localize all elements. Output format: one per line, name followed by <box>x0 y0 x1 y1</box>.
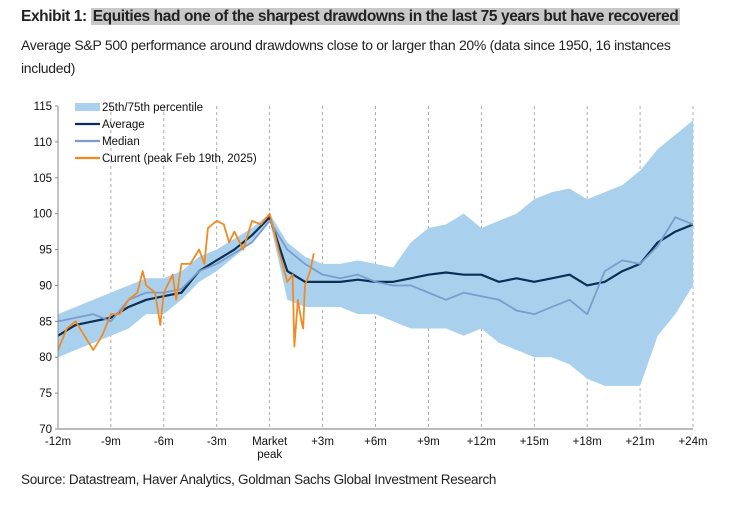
exhibit-label: Exhibit 1: <box>21 8 87 25</box>
y-tick-label: 115 <box>34 101 52 113</box>
y-tick-label: 105 <box>33 173 52 185</box>
chart-subtitle: Average S&P 500 performance around drawd… <box>21 37 671 76</box>
x-tick-label: +6m <box>364 436 387 448</box>
x-tick-label: -3m <box>207 436 227 448</box>
title-text: Equities had one of the sharpest drawdow… <box>90 8 681 25</box>
x-tick-label: -12m <box>45 436 71 448</box>
legend-label: Current (peak Feb 19th, 2025) <box>102 153 257 165</box>
y-tick-label: 90 <box>39 280 52 292</box>
x-tick-label: -6m <box>154 436 174 448</box>
x-tick-label: Market <box>252 436 288 448</box>
x-tick-label: +18m <box>573 436 602 448</box>
x-tick-label: -9m <box>101 436 121 448</box>
x-tick-label: +15m <box>520 436 549 448</box>
x-tick-label: +24m <box>678 436 707 448</box>
x-tick-label: +9m <box>417 436 440 448</box>
y-tick-label: 110 <box>34 137 52 149</box>
y-tick-label: 70 <box>39 424 52 436</box>
legend-label: Median <box>102 136 140 148</box>
y-tick-label: 75 <box>39 388 52 400</box>
x-tick-label: +21m <box>626 436 655 448</box>
percentile-band <box>58 120 693 386</box>
legend-label: 25th/75th percentile <box>102 102 203 114</box>
x-tick-label: peak <box>257 449 282 461</box>
legend-label: Average <box>102 119 145 131</box>
chart-title: Exhibit 1: Equities had one of the sharp… <box>21 8 681 26</box>
y-tick-label: 100 <box>33 209 52 221</box>
chart: 70 75 80 85 90 95 100 105 110 115 -12m -9m -6m -3m Mar… <box>33 101 708 461</box>
source-note: Source: Datastream, Haver Analytics, Gol… <box>21 472 497 487</box>
series-current-line <box>57 212 315 351</box>
y-tick-label: 80 <box>39 352 52 364</box>
x-tick-label: +3m <box>311 436 334 448</box>
y-tick-label: 85 <box>39 316 52 328</box>
y-tick-label: 95 <box>39 245 52 257</box>
x-tick-label: +12m <box>467 436 496 448</box>
